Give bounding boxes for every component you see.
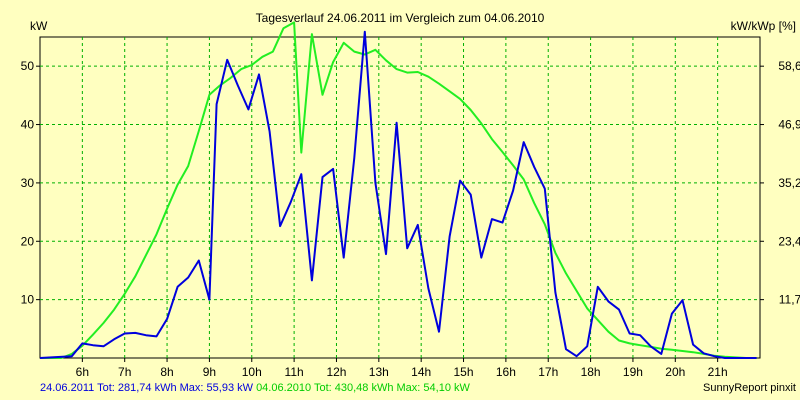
brand-label: SunnyReport pinxit xyxy=(703,382,796,394)
y-tick-label-right: 58,6 xyxy=(778,59,800,73)
x-tick-label: 15h xyxy=(454,365,474,379)
x-tick-label: 16h xyxy=(496,365,516,379)
x-tick-label: 20h xyxy=(665,365,685,379)
grid-lines xyxy=(40,37,760,358)
legend-series-1: 24.06.2011 Tot: 281,74 kWh Max: 55,93 kW xyxy=(40,382,253,394)
y-tick-label-left: 20 xyxy=(21,234,35,248)
y-tick-label-left: 50 xyxy=(21,59,35,73)
x-tick-label: 12h xyxy=(326,365,346,379)
x-tick-label: 8h xyxy=(160,365,173,379)
series-lines xyxy=(39,21,757,359)
y-tick-label-right: 46,9 xyxy=(778,118,800,132)
series-line-2011 xyxy=(39,30,757,359)
series-line-2010 xyxy=(40,21,757,359)
y-tick-label-left: 40 xyxy=(21,118,35,132)
x-tick-label: 18h xyxy=(581,365,601,379)
y-tick-label-left: 10 xyxy=(21,293,35,307)
plot-area xyxy=(39,36,761,359)
y-axis-right-label: kW/kWp [%] xyxy=(731,19,796,33)
y-tick-label-right: 35,2 xyxy=(778,176,800,190)
legend: 24.06.2011 Tot: 281,74 kWh Max: 55,93 kW… xyxy=(40,382,470,394)
y-axis-left-label: kW xyxy=(30,19,48,33)
chart-title: Tagesverlauf 24.06.2011 im Vergleich zum… xyxy=(256,11,545,25)
legend-series-2: 04.06.2010 Tot: 430,48 kWh Max: 54,10 kW xyxy=(256,382,470,394)
x-tick-label: 11h xyxy=(285,365,304,379)
x-tick-label: 7h xyxy=(118,365,131,379)
axis-ticks: 6h 7h 8h 9h 10h 11h 12h 13h 14h 15h 16h 17h 18h 19h 20… xyxy=(21,59,800,379)
x-tick-label: 14h xyxy=(411,365,431,379)
x-tick-label: 10h xyxy=(242,365,262,379)
x-tick-label: 13h xyxy=(369,365,389,379)
y-tick-label-right: 23,4 xyxy=(778,234,800,248)
x-tick-label: 17h xyxy=(538,365,558,379)
x-tick-label: 6h xyxy=(76,365,89,379)
x-tick-label: 21h xyxy=(708,365,728,379)
x-tick-label: 19h xyxy=(623,365,643,379)
x-tick-label: 9h xyxy=(203,365,216,379)
y-tick-label-left: 30 xyxy=(21,176,35,190)
y-tick-label-right: 11,7 xyxy=(779,293,800,307)
